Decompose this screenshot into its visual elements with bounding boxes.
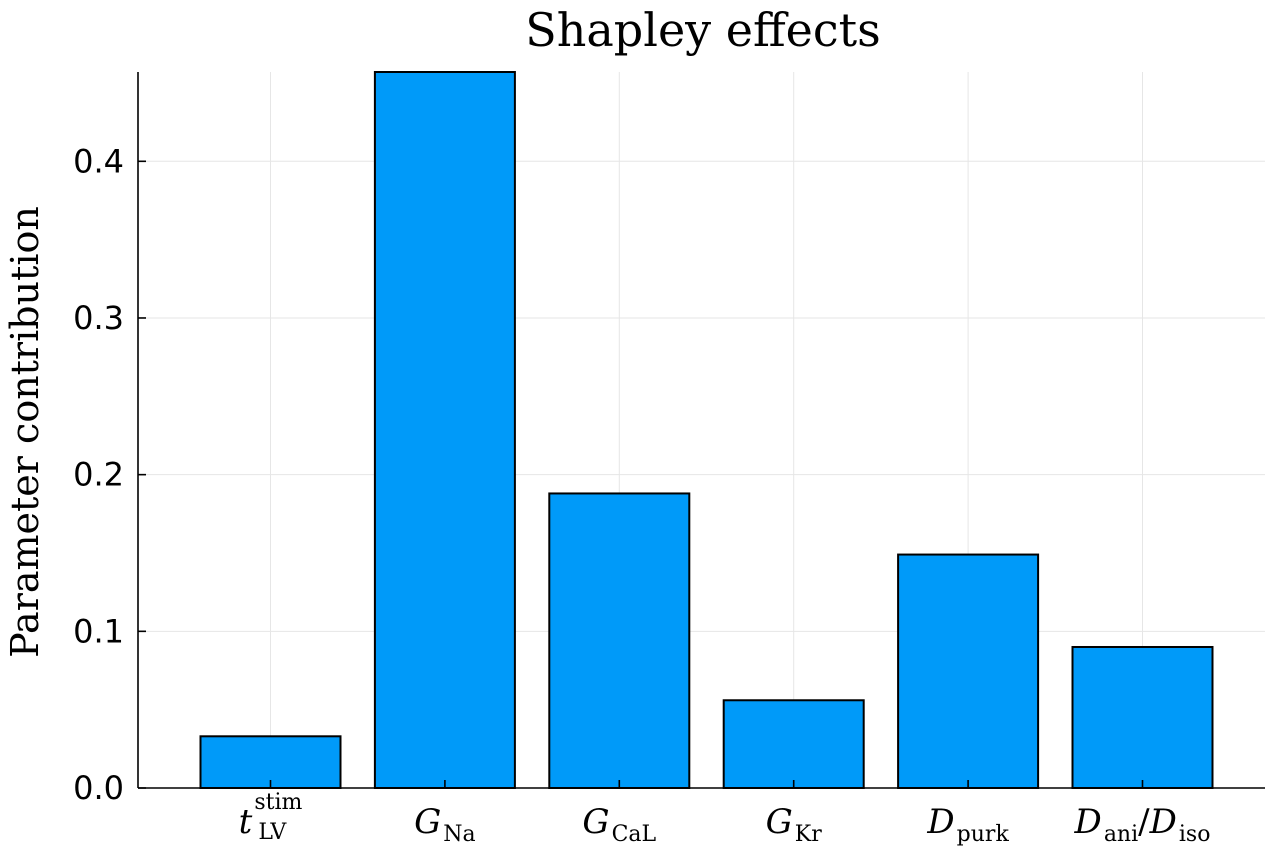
bar	[1071, 645, 1214, 789]
bars	[199, 71, 1214, 790]
y-tick-label: 0.0	[73, 769, 124, 807]
y-axis-label: Parameter contribution	[3, 206, 47, 658]
x-tick-label: tstim LV	[239, 790, 303, 845]
y-tick-label: 0.4	[73, 142, 124, 180]
y-tick-labels: 0.0 0.1 0.2 0.3 0.4	[73, 142, 124, 807]
x-tick-label: GCaL	[582, 802, 656, 847]
x-tick-label: Dani/Diso	[1074, 802, 1211, 847]
bar	[199, 735, 342, 790]
y-tick-label: 0.3	[73, 299, 124, 337]
x-tick-labels: tstim LV GNa GCaL GKr Dpurk Dani/Diso	[239, 790, 1211, 847]
x-tick-label: Dpurk	[926, 802, 1009, 847]
y-tick-label: 0.2	[73, 456, 124, 494]
y-tick-label: 0.1	[73, 612, 124, 650]
chart-title: Shapley effects	[525, 3, 881, 57]
axes	[137, 72, 1265, 789]
x-tick-label: GKr	[766, 802, 823, 847]
bar	[722, 699, 865, 789]
bar	[897, 553, 1040, 789]
bar	[548, 492, 691, 789]
x-tick-label: GNa	[414, 802, 476, 847]
bar	[373, 71, 516, 789]
